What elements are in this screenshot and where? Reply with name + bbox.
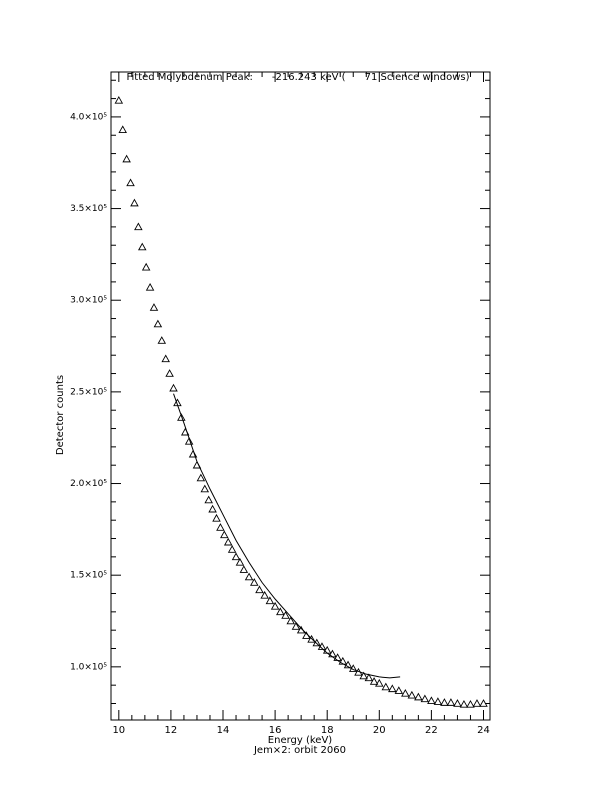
- data-point: [126, 178, 135, 187]
- data-point: [239, 565, 249, 573]
- data-point: [196, 473, 206, 482]
- data-point: [291, 622, 301, 630]
- y-tick-label: 1.5×10⁵: [70, 571, 107, 581]
- data-point: [407, 690, 417, 699]
- data-point: [312, 638, 322, 647]
- data-point: [177, 413, 186, 421]
- data-point: [165, 369, 174, 377]
- data-point: [343, 660, 353, 669]
- data-point: [364, 673, 374, 682]
- data-point: [388, 684, 397, 693]
- data-point: [118, 125, 127, 133]
- plot-frame: [110, 71, 491, 721]
- data-point: [440, 698, 449, 706]
- x-tick-label: 10: [112, 725, 125, 736]
- data-point: [260, 590, 269, 599]
- data-point: [134, 222, 143, 231]
- y-axis-label: Detector counts: [55, 375, 66, 455]
- data-point: [216, 523, 225, 531]
- data-point: [307, 634, 316, 643]
- y-tick-label: 2.0×10⁵: [70, 479, 107, 489]
- chart-title: Fitted Molybdenum Peak: -216.243 keV ( 7…: [126, 72, 469, 83]
- data-point: [212, 513, 221, 522]
- y-tick-label: 1.0×10⁵: [70, 662, 107, 672]
- data-point: [375, 678, 384, 687]
- data-point: [153, 319, 163, 328]
- y-tick-label: 3.5×10⁵: [70, 204, 107, 214]
- fit-line: [173, 393, 401, 679]
- data-point: [433, 697, 443, 705]
- data-point: [223, 537, 233, 546]
- x-tick-label: 16: [269, 725, 282, 736]
- data-point: [446, 698, 456, 706]
- data-point: [265, 596, 275, 605]
- data-point: [244, 572, 254, 581]
- data-point: [137, 242, 147, 251]
- data-point: [227, 545, 237, 553]
- x-axis-label: Energy (keV): [268, 735, 333, 746]
- data-point: [369, 677, 379, 685]
- data-point: [231, 552, 241, 561]
- data-point: [453, 699, 462, 707]
- data-point: [281, 611, 290, 619]
- x-tick-label: 20: [373, 725, 386, 736]
- data-point: [276, 607, 285, 616]
- data-point: [122, 154, 131, 163]
- data-point: [184, 436, 194, 445]
- data-point: [479, 699, 488, 707]
- x-tick-label: 22: [425, 725, 438, 736]
- data-point: [200, 484, 210, 493]
- x-tick-label: 12: [165, 725, 178, 736]
- data-point: [427, 696, 436, 705]
- data-point: [250, 578, 259, 586]
- y-tick-label: 4.0×10⁵: [70, 112, 107, 122]
- footer: Jem×2: orbit 2060: [253, 745, 346, 756]
- data-point: [208, 504, 217, 513]
- x-tick-label: 14: [217, 725, 230, 736]
- data-point: [169, 383, 178, 392]
- data-point: [204, 495, 213, 504]
- y-tick-label: 3.0×10⁵: [70, 296, 107, 306]
- data-point: [145, 282, 155, 291]
- data-point: [286, 616, 295, 625]
- y-tick-label: 2.5×10⁵: [70, 387, 107, 397]
- data-point: [401, 688, 410, 697]
- data-point: [141, 262, 151, 271]
- x-tick-label: 24: [477, 725, 490, 736]
- data-point: [161, 354, 170, 363]
- data-point: [420, 694, 430, 703]
- data-point: [157, 336, 167, 344]
- data-point: [394, 686, 404, 694]
- x-tick-label: 18: [321, 725, 334, 736]
- data-point: [270, 601, 280, 610]
- data-point: [414, 692, 423, 701]
- data-point: [466, 699, 475, 708]
- data-point: [359, 671, 368, 680]
- data-point: [220, 530, 229, 539]
- data-point: [472, 699, 482, 707]
- data-point: [149, 303, 159, 311]
- data-point: [255, 585, 264, 594]
- data-point: [235, 557, 245, 566]
- data-point: [114, 95, 124, 104]
- data-point: [130, 198, 139, 207]
- data-point: [381, 682, 391, 691]
- data-point: [459, 699, 469, 708]
